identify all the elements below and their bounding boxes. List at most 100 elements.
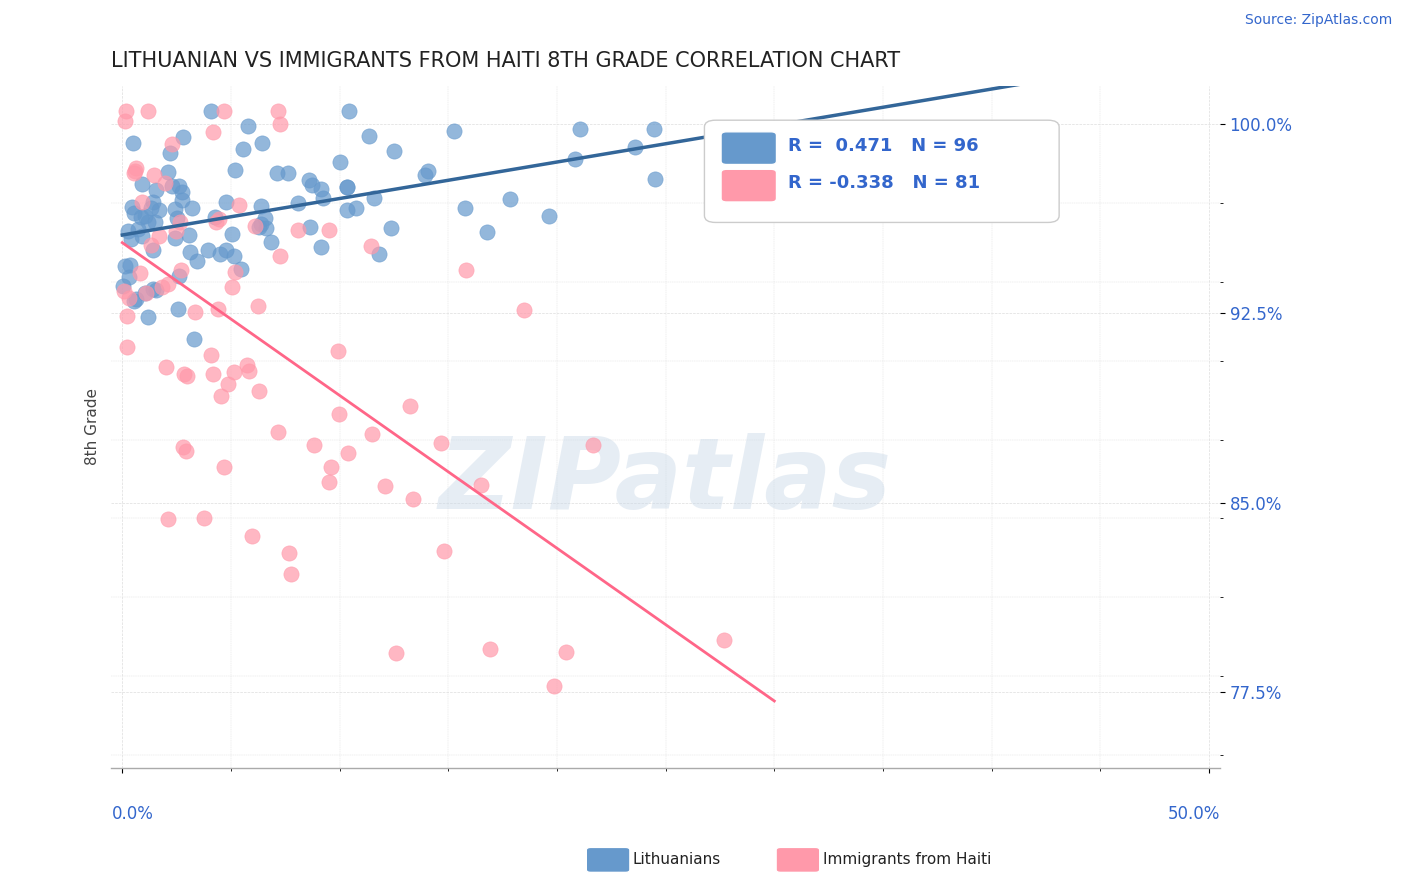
Point (250, 217, 273, 231)
Point (139, 201, 162, 215)
Point (318, 223, 340, 237)
Point (253, 211, 276, 225)
Point (166, 302, 188, 317)
Point (328, 343, 350, 358)
Point (131, 177, 153, 191)
Point (172, 193, 194, 207)
Point (204, 215, 226, 229)
Point (335, 202, 357, 217)
Point (212, 104, 235, 119)
Point (122, 294, 145, 309)
Point (512, 302, 534, 317)
Point (454, 201, 477, 215)
Point (309, 239, 332, 253)
Text: LITHUANIAN VS IMMIGRANTS FROM HAITI 8TH GRADE CORRELATION CHART: LITHUANIAN VS IMMIGRANTS FROM HAITI 8TH … (111, 51, 900, 70)
Point (470, 478, 492, 492)
Point (156, 511, 179, 525)
FancyBboxPatch shape (704, 120, 1059, 222)
Point (200, 348, 222, 362)
Point (131, 194, 153, 209)
Point (554, 645, 576, 659)
Point (155, 176, 177, 190)
Point (162, 179, 184, 194)
Point (122, 205, 145, 219)
Point (311, 191, 333, 205)
Point (215, 194, 238, 209)
Point (477, 225, 499, 239)
Point (238, 364, 260, 378)
Point (399, 399, 422, 413)
Point (136, 104, 159, 119)
Point (318, 475, 340, 490)
Point (208, 246, 231, 260)
Point (418, 164, 440, 178)
Point (374, 479, 396, 493)
Point (114, 260, 136, 274)
Point (217, 376, 239, 391)
Point (329, 155, 352, 169)
Point (207, 211, 229, 226)
Point (129, 266, 152, 280)
Point (368, 247, 391, 261)
Point (382, 144, 405, 158)
Point (401, 491, 423, 506)
Point (159, 145, 181, 160)
Point (543, 679, 565, 693)
Point (246, 299, 269, 313)
Point (713, 632, 735, 647)
Point (131, 229, 153, 244)
Point (145, 215, 167, 229)
Text: Lithuanians: Lithuanians (633, 853, 721, 867)
Point (120, 232, 142, 246)
Point (413, 168, 436, 182)
Point (186, 254, 208, 268)
Point (336, 446, 359, 460)
Point (250, 136, 273, 151)
Point (385, 646, 408, 660)
Point (145, 183, 167, 197)
Point (564, 152, 586, 166)
Point (267, 425, 290, 440)
Point (361, 427, 384, 442)
Point (172, 440, 194, 454)
Point (430, 436, 453, 450)
Point (269, 248, 291, 262)
Point (122, 166, 145, 180)
Point (200, 104, 222, 119)
Point (134, 210, 156, 224)
Point (118, 259, 141, 273)
Point (569, 121, 592, 136)
Point (380, 221, 402, 235)
Text: Source: ZipAtlas.com: Source: ZipAtlas.com (1244, 13, 1392, 28)
Point (499, 192, 522, 206)
Point (176, 368, 198, 383)
Text: ZIPatlas: ZIPatlas (439, 433, 893, 530)
Point (173, 367, 195, 381)
Point (135, 285, 157, 300)
Point (231, 262, 253, 277)
Point (443, 124, 465, 138)
Point (224, 163, 246, 178)
Point (287, 223, 309, 237)
Point (277, 166, 299, 180)
Text: R = -0.338   N = 81: R = -0.338 N = 81 (787, 174, 980, 192)
Point (167, 269, 190, 284)
Point (166, 211, 188, 225)
Point (278, 546, 301, 560)
Point (243, 219, 266, 234)
Point (156, 165, 179, 179)
Point (118, 270, 141, 285)
Point (770, 122, 793, 136)
Point (363, 191, 385, 205)
Point (582, 438, 605, 452)
Point (121, 200, 143, 214)
Point (121, 136, 143, 150)
Point (145, 283, 167, 297)
Point (156, 277, 179, 291)
Point (165, 224, 187, 238)
Point (142, 243, 165, 257)
Point (215, 243, 238, 257)
Point (112, 284, 135, 298)
Point (143, 168, 166, 182)
Point (179, 228, 201, 243)
